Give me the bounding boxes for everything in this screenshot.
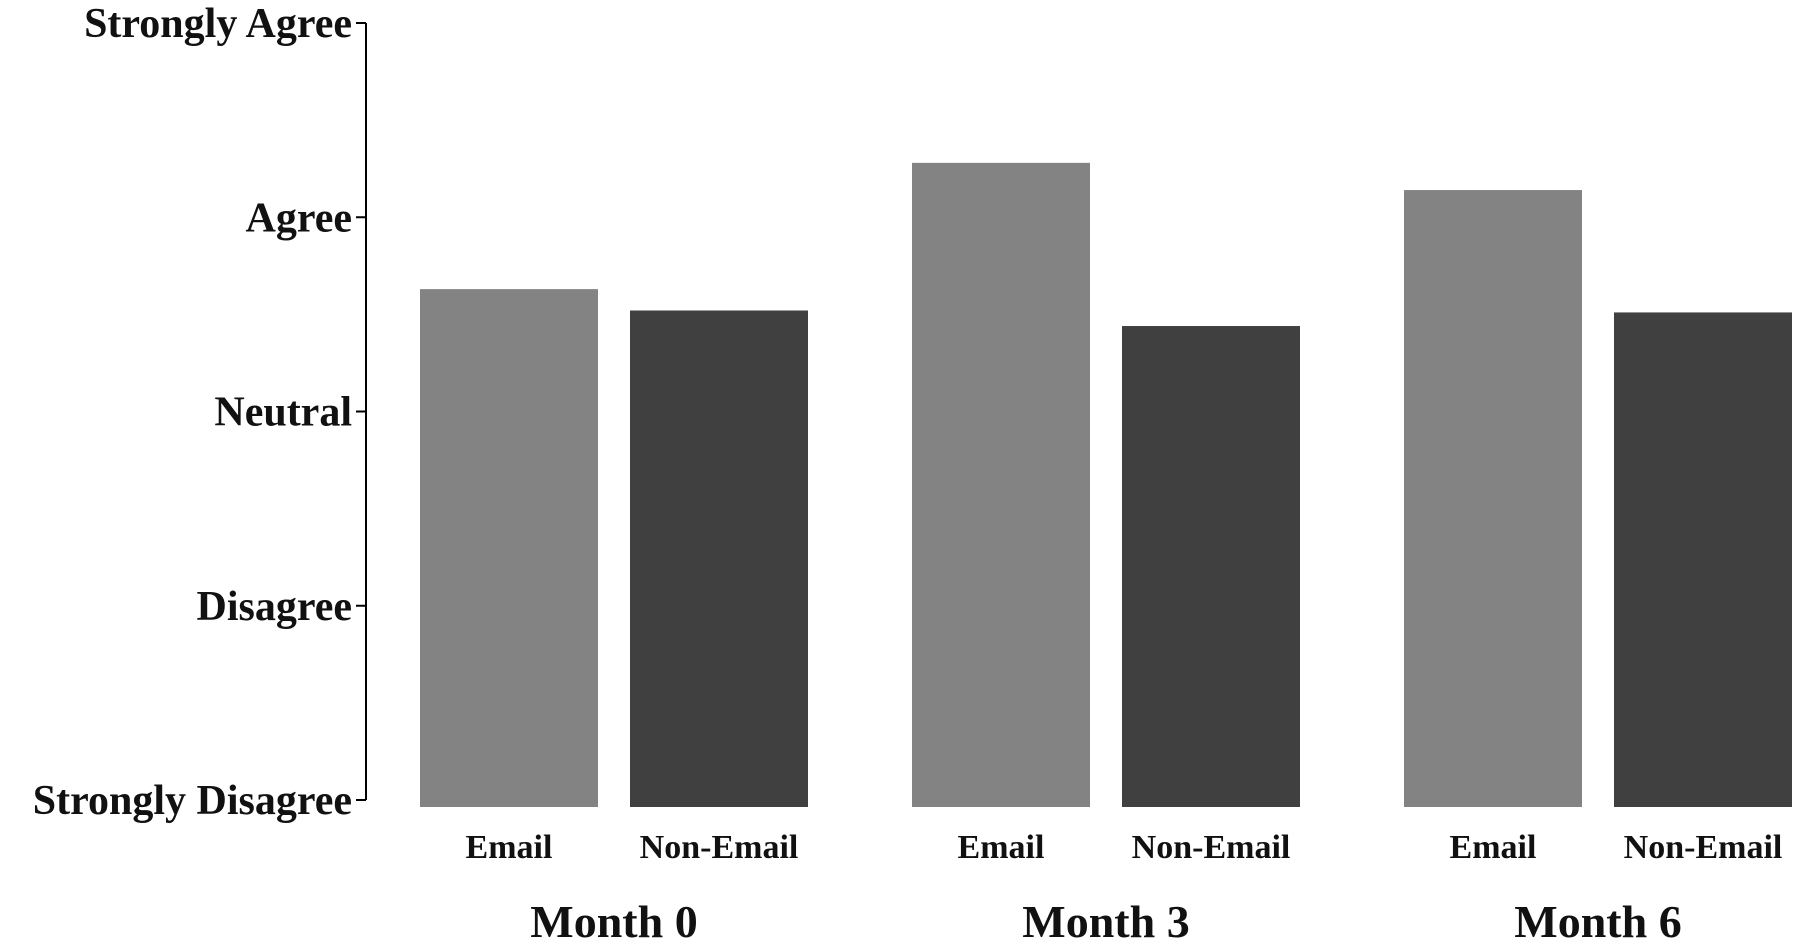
series-label: Non-Email xyxy=(640,829,799,866)
bar-non-email-month-6 xyxy=(1614,312,1792,807)
series-label: Non-Email xyxy=(1132,829,1291,866)
labels-layer: Email Non-Email Month 0 Email Non-Email Month… xyxy=(466,829,1783,945)
bar-non-email-month-0 xyxy=(630,310,808,807)
bar-non-email-month-3 xyxy=(1122,326,1300,807)
series-label: Email xyxy=(958,829,1045,866)
bar-email-month-6 xyxy=(1404,190,1582,807)
series-label: Email xyxy=(1450,829,1537,866)
y-tick-label: Strongly Agree xyxy=(84,1,352,47)
axis-layer: Strongly Agree Agree Neutral Disagree Strong… xyxy=(33,1,367,824)
bar-email-month-0 xyxy=(420,289,598,807)
series-label: Email xyxy=(466,829,553,866)
bar-email-month-3 xyxy=(912,162,1090,808)
category-label: Month 6 xyxy=(1514,896,1681,940)
bars-layer xyxy=(420,162,1792,808)
series-label: Non-Email xyxy=(1624,829,1783,866)
y-tick-label: Agree xyxy=(246,195,353,241)
y-tick-label: Disagree xyxy=(196,584,352,630)
category-label: Month 3 xyxy=(1022,896,1189,940)
category-label: Month 0 xyxy=(530,896,697,940)
y-tick-label: Strongly Disagree xyxy=(33,778,352,824)
y-tick-label: Neutral xyxy=(214,390,352,436)
